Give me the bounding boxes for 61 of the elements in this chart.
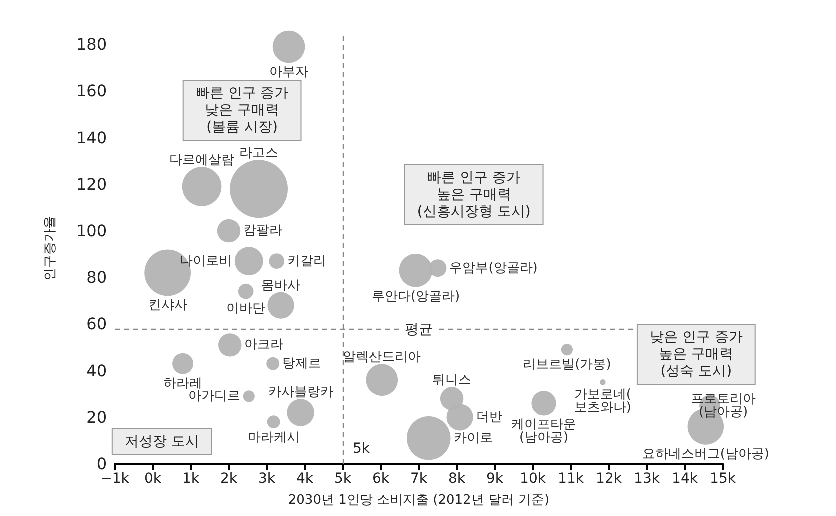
series-label: 나이로비 bbox=[180, 254, 232, 269]
x-tick-label: 6k bbox=[372, 471, 390, 487]
series-label: 캄팔라 bbox=[244, 224, 283, 239]
x-tick-label: 8k bbox=[448, 471, 466, 487]
series-label: 카이로 bbox=[454, 430, 493, 446]
x-tick-label: 14k bbox=[672, 471, 699, 487]
x-tick-label: 10k bbox=[520, 471, 547, 487]
y-tick-label: 140 bbox=[76, 128, 107, 148]
x-tick-label: 15k bbox=[710, 471, 737, 487]
ref-line-label: 평균 bbox=[405, 322, 433, 338]
annotation: 빠른 인구 증가 높은 구매력 (신흥시장형 도시) bbox=[417, 170, 531, 220]
x-tick-label: 13k bbox=[634, 471, 661, 487]
series-label: 알렉산드리아 bbox=[343, 350, 422, 366]
series-label: 우암부(앙골라) bbox=[450, 260, 538, 276]
x-tick-label: 11k bbox=[558, 471, 585, 487]
y-tick-label: 60 bbox=[86, 314, 107, 334]
series-label: 마라케시 bbox=[248, 430, 300, 446]
x-tick-label: 12k bbox=[596, 471, 623, 487]
series-label: 탕제르 bbox=[282, 356, 322, 372]
y-tick-label: 120 bbox=[76, 174, 107, 194]
series-label: 카사블랑카 bbox=[268, 385, 334, 400]
x-tick-label: 4k bbox=[296, 471, 314, 487]
series-label: 하라레 bbox=[164, 376, 203, 392]
annotation: 빠른 인구 증가 낮은 구매력 (볼륨 시장) bbox=[196, 86, 289, 136]
series-label: 튀니스 bbox=[432, 373, 472, 388]
series-label: 몸바사 bbox=[262, 278, 301, 294]
series-label: 이바단 bbox=[226, 301, 266, 316]
x-axis-title: 2030년 1인당 소비지출 (2012년 달러 기준) bbox=[288, 493, 550, 508]
series-label: 요하네스버그(남아공) bbox=[642, 446, 770, 462]
y-tick-label: 0 bbox=[96, 454, 107, 474]
x-tick-label: 0k bbox=[144, 471, 162, 487]
y-tick-label: 40 bbox=[86, 361, 107, 380]
y-tick-label: 180 bbox=[76, 35, 107, 54]
series-label: 케이프타운(남아공) bbox=[512, 418, 577, 446]
x-tick-label: 2k bbox=[220, 471, 238, 487]
x-tick-label: 7k bbox=[410, 471, 428, 487]
series-label: 아부자 bbox=[270, 65, 309, 80]
series-label: 킨샤사 bbox=[148, 298, 188, 314]
series-label: 다르에살람 bbox=[170, 153, 235, 168]
x-tick-label: 1k bbox=[182, 471, 200, 487]
series-label: 가보로네(보츠와나) bbox=[574, 387, 632, 416]
x-tick-label: 9k bbox=[486, 471, 504, 487]
y-tick-label: 100 bbox=[76, 222, 107, 241]
series-label: 아가디르 bbox=[188, 388, 240, 404]
series-label: 프로토리아(남아공) bbox=[691, 392, 756, 420]
series-label: 리브르빌(가봉) bbox=[523, 358, 612, 373]
x-tick-label: 5k bbox=[334, 471, 352, 487]
series-label: 아크라 bbox=[244, 338, 284, 353]
x-tick-label: −1k bbox=[100, 471, 130, 487]
series-label: 더반 bbox=[476, 410, 502, 425]
y-tick-label: 160 bbox=[76, 82, 107, 101]
series-label: 키갈리 bbox=[288, 254, 327, 269]
series-label: 라고스 bbox=[240, 146, 279, 162]
annotation: 저성장 도시 bbox=[124, 434, 200, 450]
annotation: 낮은 인구 증가 높은 구매력 (성숙 도시) bbox=[650, 330, 743, 380]
x-tick-label: 3k bbox=[258, 471, 276, 487]
y-tick-label: 20 bbox=[86, 408, 107, 427]
series-label: 루안다(앙골라) bbox=[372, 289, 460, 304]
y-axis-title: 인구증가율 bbox=[43, 216, 58, 281]
ref-line-label: 5k bbox=[353, 441, 371, 457]
y-tick-label: 80 bbox=[86, 268, 107, 288]
